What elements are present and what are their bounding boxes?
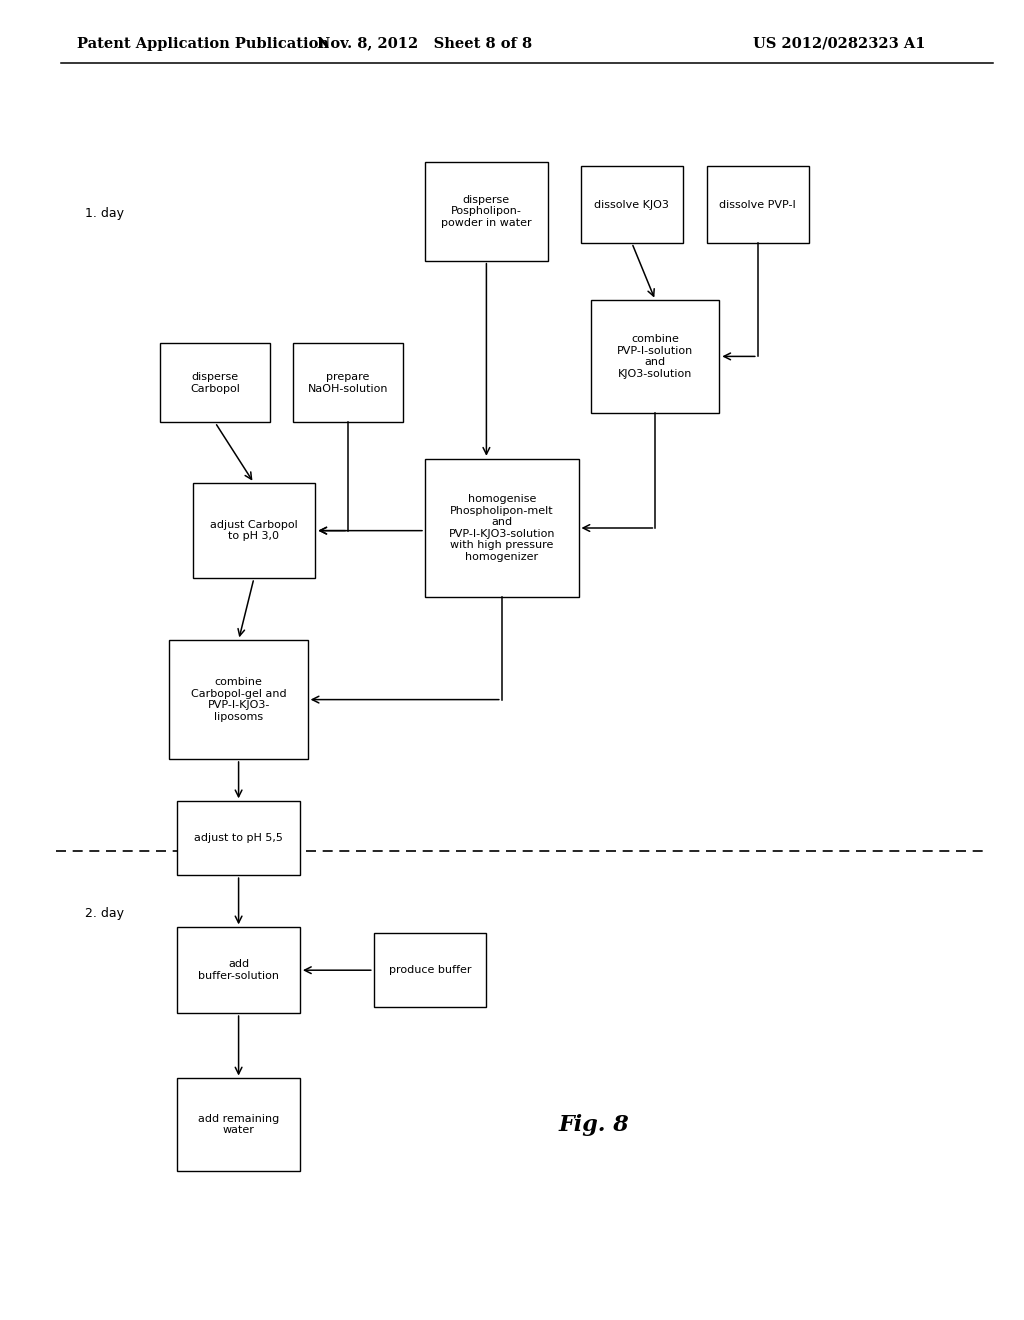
Text: homogenise
Phospholipon-melt
and
PVP-I-KJO3-solution
with high pressure
homogeni: homogenise Phospholipon-melt and PVP-I-K… bbox=[449, 494, 555, 562]
Text: combine
PVP-I-solution
and
KJO3-solution: combine PVP-I-solution and KJO3-solution bbox=[617, 334, 693, 379]
Text: add
buffer-solution: add buffer-solution bbox=[198, 960, 280, 981]
Text: US 2012/0282323 A1: US 2012/0282323 A1 bbox=[754, 37, 926, 50]
Bar bbox=[177, 927, 300, 1014]
Text: dissolve PVP-I: dissolve PVP-I bbox=[720, 199, 796, 210]
Bar bbox=[177, 1078, 300, 1171]
Text: 1. day: 1. day bbox=[85, 207, 124, 220]
Text: 2. day: 2. day bbox=[85, 907, 124, 920]
Text: adjust Carbopol
to pH 3,0: adjust Carbopol to pH 3,0 bbox=[210, 520, 298, 541]
Bar bbox=[592, 301, 719, 412]
Bar bbox=[193, 483, 315, 578]
Text: Patent Application Publication: Patent Application Publication bbox=[77, 37, 329, 50]
Text: produce buffer: produce buffer bbox=[389, 965, 471, 975]
Text: disperse
Carbopol: disperse Carbopol bbox=[190, 372, 240, 393]
Text: Nov. 8, 2012   Sheet 8 of 8: Nov. 8, 2012 Sheet 8 of 8 bbox=[317, 37, 532, 50]
Text: Fig. 8: Fig. 8 bbox=[558, 1114, 630, 1135]
Bar bbox=[374, 933, 486, 1007]
Bar bbox=[425, 459, 579, 597]
Text: adjust to pH 5,5: adjust to pH 5,5 bbox=[195, 833, 283, 843]
Text: prepare
NaOH-solution: prepare NaOH-solution bbox=[308, 372, 388, 393]
Bar bbox=[170, 640, 307, 759]
Bar bbox=[425, 162, 548, 261]
Bar bbox=[581, 166, 683, 243]
Text: combine
Carbopol-gel and
PVP-I-KJO3-
liposoms: combine Carbopol-gel and PVP-I-KJO3- lip… bbox=[190, 677, 287, 722]
Text: add remaining
water: add remaining water bbox=[198, 1114, 280, 1135]
Bar bbox=[293, 343, 403, 422]
Bar bbox=[177, 801, 300, 875]
Bar bbox=[707, 166, 809, 243]
Text: dissolve KJO3: dissolve KJO3 bbox=[594, 199, 670, 210]
Text: disperse
Pospholipon-
powder in water: disperse Pospholipon- powder in water bbox=[441, 194, 531, 228]
Bar bbox=[160, 343, 270, 422]
